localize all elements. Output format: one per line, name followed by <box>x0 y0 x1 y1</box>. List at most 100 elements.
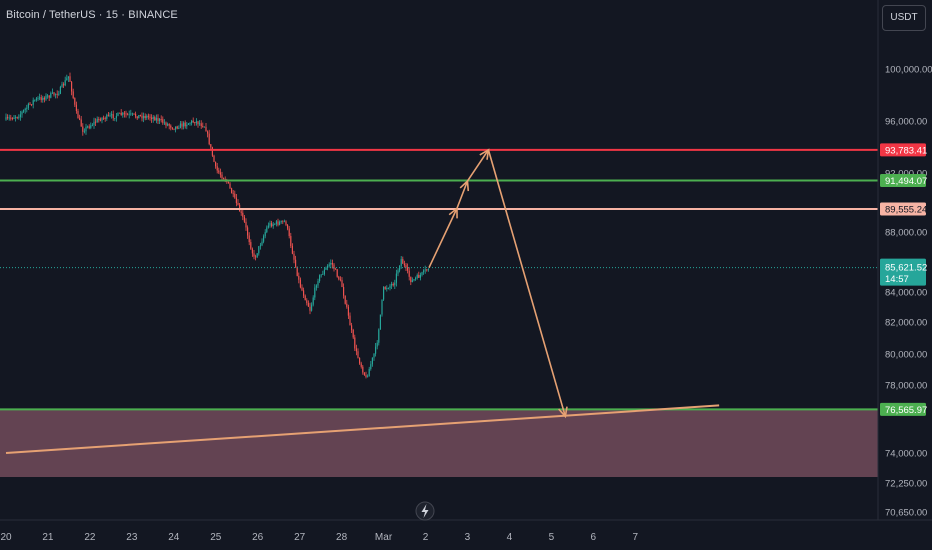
candle-body <box>283 221 285 223</box>
candle-body <box>21 111 23 115</box>
candle-body <box>71 81 73 92</box>
candle-body <box>157 118 159 121</box>
lightning-icon[interactable] <box>415 501 435 521</box>
candle-body <box>320 274 322 276</box>
x-tick-label: 20 <box>0 532 12 543</box>
candle-body <box>179 123 181 129</box>
candle-body <box>202 126 204 128</box>
candle-body <box>149 116 151 118</box>
candle-body <box>55 93 57 95</box>
x-tick-label: 22 <box>84 532 96 543</box>
candle-body <box>376 342 378 347</box>
candle-body <box>335 268 337 270</box>
candle-body <box>383 287 385 300</box>
candle-body <box>301 287 303 291</box>
candle-body <box>370 364 372 369</box>
candle-body <box>173 128 175 130</box>
candle-body <box>251 248 253 254</box>
candle-body <box>7 117 9 119</box>
candle-body <box>368 368 370 377</box>
candle-body <box>210 144 212 148</box>
candle-body <box>176 126 178 129</box>
candle-body <box>117 112 119 116</box>
candle-body <box>135 113 137 117</box>
candle-body <box>312 297 314 305</box>
candle-body <box>67 76 69 79</box>
y-tick-label: 70,650.00 <box>885 508 927 519</box>
x-tick-label: 23 <box>126 532 138 543</box>
candle-body <box>213 155 215 162</box>
candle-body <box>5 117 7 120</box>
candle-body <box>242 212 244 217</box>
candle-body <box>271 223 273 227</box>
candle-body <box>32 100 34 105</box>
candle-body <box>248 235 250 243</box>
candle-body <box>418 274 420 278</box>
candle-body <box>354 337 356 349</box>
candle-body <box>53 92 55 95</box>
candle-body <box>87 126 89 128</box>
candle-body <box>336 269 338 277</box>
current-price-tag-bg <box>880 258 926 286</box>
candle-body <box>272 224 274 227</box>
candle-body <box>111 114 113 116</box>
candle-body <box>341 280 343 288</box>
candle-body <box>11 118 13 119</box>
candle-body <box>197 121 199 125</box>
candle-body <box>331 263 333 265</box>
candle-body <box>37 98 39 100</box>
candle-body <box>183 122 185 127</box>
candle-body <box>181 123 183 127</box>
candle-body <box>410 276 412 283</box>
candle-body <box>127 114 129 116</box>
currency-button[interactable]: USDT <box>882 5 926 31</box>
candle-body <box>408 270 410 277</box>
candle-body <box>63 84 65 86</box>
candle-body <box>355 348 357 352</box>
y-tick-label: 96,000.00 <box>885 117 927 128</box>
candle-body <box>23 109 25 112</box>
candle-body <box>346 303 348 307</box>
x-tick-label: 4 <box>507 532 513 543</box>
trendline <box>5 404 720 454</box>
projection-arrowhead <box>479 148 490 160</box>
candle-body <box>120 112 122 116</box>
x-tick-label: 25 <box>210 532 222 543</box>
candle-body <box>43 97 45 100</box>
candle-body <box>403 263 405 266</box>
candle-body <box>128 113 130 115</box>
candle-body <box>315 285 317 288</box>
candle-body <box>34 100 36 101</box>
candle-body <box>290 236 292 247</box>
y-axis-labels: 100,000.0096,000.0092,000.0088,000.0084,… <box>885 65 932 519</box>
y-tick-label: 80,000.00 <box>885 350 927 361</box>
candle-body <box>234 193 236 198</box>
candle-body <box>66 78 68 81</box>
candle-body <box>416 274 418 278</box>
y-tick-label: 82,000.00 <box>885 318 927 329</box>
candle-body <box>269 223 271 226</box>
candle-body <box>295 259 297 267</box>
candle-body <box>178 128 180 129</box>
candle-body <box>317 281 319 286</box>
candle-body <box>275 221 277 224</box>
level-price-tag-2-bg <box>880 173 926 187</box>
candle-body <box>411 280 413 283</box>
candle-body <box>365 375 367 378</box>
candle-body <box>119 112 121 114</box>
candle-body <box>375 346 377 354</box>
candle-body <box>45 95 47 100</box>
level-price-tag-3-text: 89,555.24 <box>885 205 927 216</box>
candle-body <box>333 264 335 269</box>
candle-body <box>74 98 76 105</box>
candle-body <box>352 329 354 338</box>
candle-body <box>199 123 201 125</box>
candle-body <box>207 131 209 134</box>
candle-body <box>58 93 60 95</box>
candle-body <box>88 126 90 128</box>
x-tick-label: 26 <box>252 532 264 543</box>
candle-body <box>138 115 140 119</box>
level-price-tag-3-bg <box>880 202 926 216</box>
